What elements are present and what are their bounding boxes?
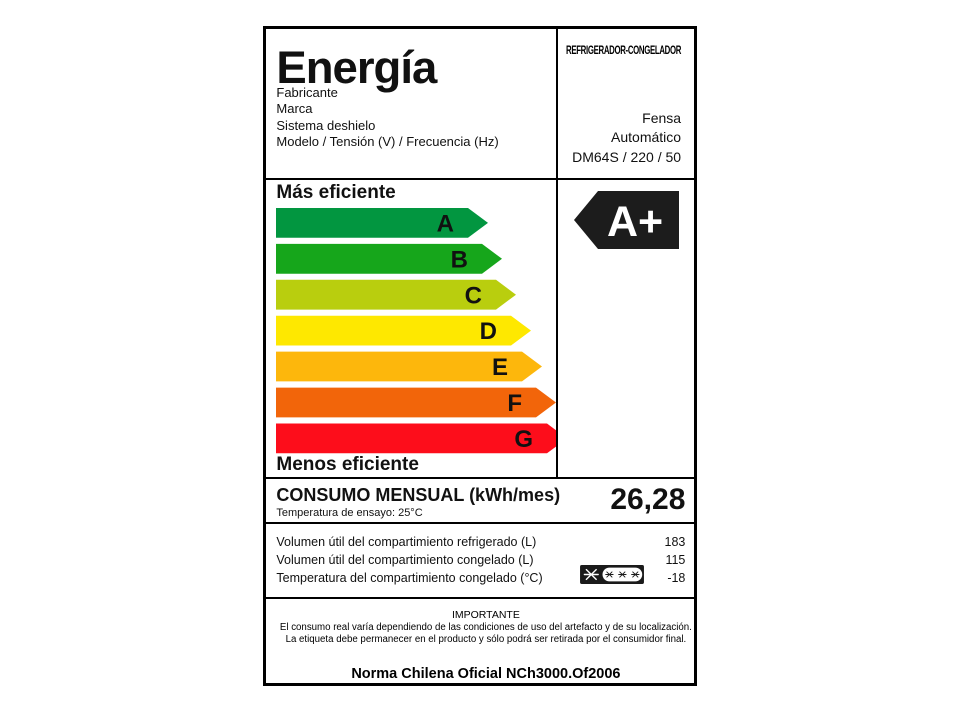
svg-text:F: F — [508, 390, 523, 417]
svg-text:D: D — [480, 318, 497, 345]
svg-text:G: G — [515, 426, 534, 453]
svg-text:A+: A+ — [607, 198, 663, 246]
svg-text:B: B — [451, 246, 468, 273]
svg-text:C: C — [465, 282, 482, 309]
svg-text:E: E — [492, 354, 508, 381]
svg-text:A: A — [437, 210, 454, 237]
